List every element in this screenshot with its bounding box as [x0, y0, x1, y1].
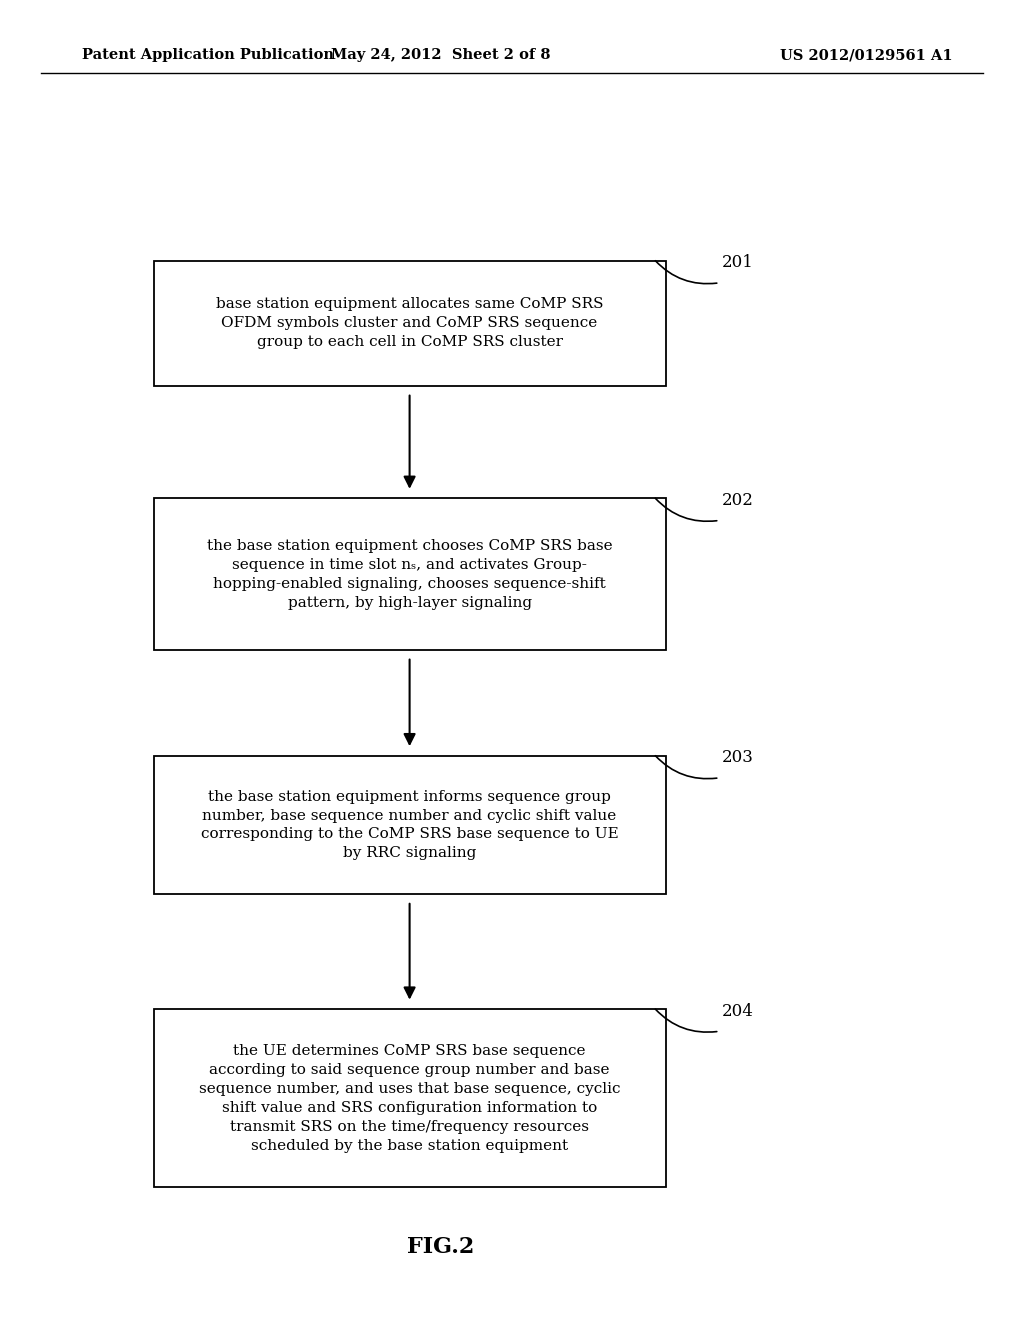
Text: 203: 203: [722, 750, 754, 766]
Text: the base station equipment chooses CoMP SRS base
sequence in time slot nₛ, and a: the base station equipment chooses CoMP …: [207, 539, 612, 610]
Text: May 24, 2012  Sheet 2 of 8: May 24, 2012 Sheet 2 of 8: [331, 49, 550, 62]
Text: 201: 201: [722, 253, 754, 271]
FancyBboxPatch shape: [154, 1008, 666, 1188]
Text: Patent Application Publication: Patent Application Publication: [82, 49, 334, 62]
FancyBboxPatch shape: [154, 261, 666, 385]
Text: the UE determines CoMP SRS base sequence
according to said sequence group number: the UE determines CoMP SRS base sequence…: [199, 1044, 621, 1152]
Text: US 2012/0129561 A1: US 2012/0129561 A1: [779, 49, 952, 62]
FancyBboxPatch shape: [154, 755, 666, 895]
Text: 202: 202: [722, 492, 754, 508]
FancyBboxPatch shape: [154, 499, 666, 651]
Text: base station equipment allocates same CoMP SRS
OFDM symbols cluster and CoMP SRS: base station equipment allocates same Co…: [216, 297, 603, 350]
Text: FIG.2: FIG.2: [407, 1237, 474, 1258]
Text: 204: 204: [722, 1003, 754, 1019]
Text: the base station equipment informs sequence group
number, base sequence number a: the base station equipment informs seque…: [201, 789, 618, 861]
